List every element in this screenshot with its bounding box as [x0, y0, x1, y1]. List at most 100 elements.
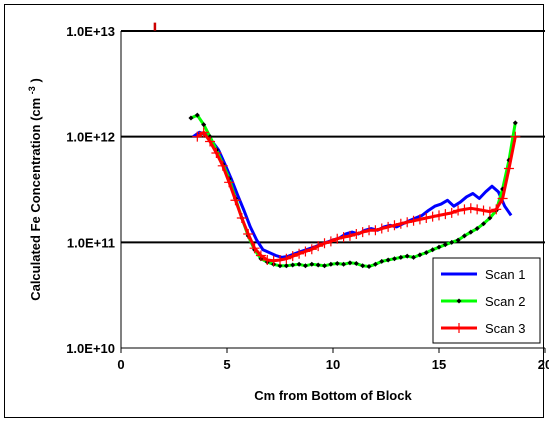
data-point — [468, 229, 474, 235]
data-point — [512, 120, 518, 126]
data-point — [300, 246, 311, 257]
series-scan-3 — [192, 127, 521, 266]
legend-label: Scan 2 — [485, 294, 525, 309]
data-point — [395, 218, 406, 229]
data-point — [353, 261, 359, 267]
data-point — [277, 263, 283, 269]
data-point — [294, 248, 305, 259]
data-point — [302, 263, 308, 269]
legend-item: Scan 3 — [441, 321, 525, 336]
data-point — [188, 115, 194, 121]
data-point — [287, 251, 298, 262]
data-point — [319, 238, 330, 249]
data-point — [372, 261, 378, 267]
data-point — [347, 260, 353, 266]
data-point — [338, 232, 349, 243]
data-point — [510, 131, 521, 142]
data-point — [411, 254, 417, 260]
data-point — [430, 247, 436, 253]
x-tick-label: 0 — [117, 357, 124, 372]
series-layer — [188, 112, 521, 270]
data-point — [306, 244, 317, 255]
y-axis-title-superscript: -3 — [27, 86, 37, 94]
data-point — [328, 261, 334, 267]
data-point — [341, 261, 347, 267]
legend: Scan 1 Scan 2 Scan 3 — [432, 257, 541, 344]
data-point — [459, 204, 470, 215]
gridlines — [121, 30, 545, 244]
data-point — [268, 255, 279, 266]
data-point — [217, 160, 228, 171]
data-point — [449, 239, 455, 245]
data-point — [290, 262, 296, 268]
y-axis-title-main: Calculated Fe Concentration (cm — [28, 98, 43, 301]
y-axis-title-close: ) — [28, 78, 43, 82]
data-point — [325, 236, 336, 247]
data-point — [385, 257, 391, 263]
data-point — [383, 221, 394, 232]
x-tick-label: 10 — [326, 357, 340, 372]
series-line — [190, 113, 517, 268]
data-point — [408, 215, 419, 226]
data-point — [334, 261, 340, 267]
y-tick-label: 1.0E+13 — [66, 24, 115, 39]
data-point — [322, 263, 328, 269]
data-point — [255, 250, 266, 261]
data-point — [313, 241, 324, 252]
data-point — [491, 204, 502, 215]
data-point — [404, 253, 410, 259]
data-point — [211, 148, 222, 159]
legend-item: Scan 2 — [441, 294, 525, 309]
data-point — [398, 254, 404, 260]
data-point — [481, 221, 487, 227]
x-axis-title: Cm from Bottom of Block — [254, 388, 412, 403]
data-point — [236, 212, 247, 223]
data-point — [344, 230, 355, 241]
data-point — [332, 233, 343, 244]
data-point — [315, 262, 321, 268]
data-point — [503, 163, 514, 174]
legend-marker — [456, 298, 462, 304]
data-point — [434, 210, 444, 221]
data-point — [461, 233, 467, 239]
data-point — [192, 131, 203, 142]
data-point — [417, 252, 423, 258]
data-point — [262, 255, 273, 266]
data-point — [360, 263, 366, 269]
data-point — [446, 207, 457, 218]
data-point — [224, 177, 235, 188]
data-point — [497, 193, 508, 204]
data-point — [243, 228, 254, 239]
data-point — [472, 204, 483, 215]
data-point — [465, 203, 476, 214]
y-axis-title: Calculated Fe Concentration (cm -3 ) — [23, 78, 43, 301]
legend-item: Scan 1 — [441, 267, 525, 282]
data-point — [205, 136, 216, 147]
x-tick-label: 15 — [432, 357, 446, 372]
x-tick-label: 20 — [538, 357, 549, 372]
series-scan-1 — [192, 130, 513, 259]
data-point — [370, 225, 381, 236]
series-line — [192, 130, 513, 259]
data-point — [455, 237, 461, 243]
data-point — [423, 250, 429, 256]
data-point — [427, 211, 438, 222]
data-point — [357, 227, 368, 238]
data-point — [389, 220, 400, 231]
data-point — [414, 214, 425, 225]
data-point — [283, 263, 289, 269]
data-point — [421, 212, 432, 223]
data-point — [478, 205, 489, 216]
data-point — [487, 215, 493, 221]
data-point — [296, 261, 302, 267]
x-tick-label: 5 — [223, 357, 230, 372]
legend-marker — [454, 323, 464, 333]
data-point — [201, 122, 207, 128]
data-point — [440, 209, 451, 220]
data-point — [230, 195, 241, 206]
y-tick-label: 1.0E+11 — [67, 235, 115, 250]
data-point — [309, 261, 315, 267]
y-tick-label: 1.0E+12 — [66, 130, 115, 145]
data-point — [402, 217, 413, 228]
